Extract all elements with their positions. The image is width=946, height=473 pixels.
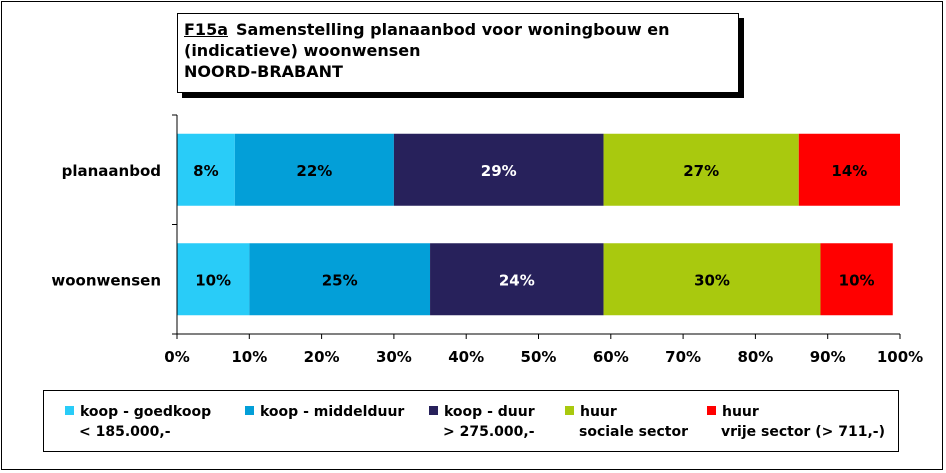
- legend-label: huur: [722, 404, 759, 420]
- x-tick-label: 40%: [448, 348, 484, 366]
- legend-sublabel: vrije sector (> 711,-): [721, 424, 885, 440]
- legend-item-koop-goedkoop: koop - goedkoop < 185.000,-: [65, 402, 211, 442]
- figure-code: F15a: [184, 20, 228, 39]
- category-label: planaanbod: [62, 162, 161, 180]
- legend-label: huur: [580, 404, 617, 420]
- bar-segment: [234, 133, 394, 206]
- data-label: 10%: [839, 271, 875, 289]
- x-tick-label: 0%: [164, 348, 189, 366]
- chart-title: Samenstelling planaanbod voor woningbouw…: [236, 20, 670, 39]
- data-label: 14%: [831, 162, 867, 180]
- legend-item-huur-sociaal: huur sociale sector: [565, 402, 688, 442]
- legend-sublabel: < 185.000,-: [79, 424, 171, 440]
- data-label: 27%: [683, 162, 719, 180]
- bar-segment: [177, 243, 250, 316]
- legend-sublabel: > 275.000,-: [443, 424, 535, 440]
- x-tick-label: 80%: [737, 348, 773, 366]
- legend-label: koop - goedkoop: [80, 404, 212, 420]
- legend-swatch-koop-duur: [429, 406, 438, 415]
- data-label: 29%: [481, 162, 517, 180]
- legend-label: koop - duur: [444, 404, 535, 420]
- x-tick-label: 100%: [877, 348, 923, 366]
- legend-swatch-huur-vrij: [707, 406, 716, 415]
- chart-title-region: NOORD-BRABANT: [184, 62, 343, 81]
- chart-title-line-1: F15a Samenstelling planaanbod voor woning…: [184, 19, 738, 40]
- bar-segment: [798, 133, 900, 206]
- data-label: 8%: [193, 162, 218, 180]
- data-label: 10%: [195, 271, 231, 289]
- chart-title-line-2: (indicatieve) woonwensen: [184, 41, 421, 60]
- chart-title-box: F15a Samenstelling planaanbod voor woning…: [177, 13, 739, 93]
- bar-segment: [177, 133, 235, 206]
- data-label: 24%: [499, 271, 535, 289]
- data-label: 22%: [296, 162, 332, 180]
- legend-label: koop - middelduur: [260, 404, 405, 420]
- data-label: 30%: [694, 271, 730, 289]
- x-tick-label: 10%: [231, 348, 267, 366]
- legend-swatch-koop-goedkoop: [65, 406, 74, 415]
- x-tick-label: 30%: [376, 348, 412, 366]
- bar-segment: [249, 243, 431, 316]
- legend-item-koop-duur: koop - duur > 275.000,-: [429, 402, 535, 442]
- x-tick-label: 50%: [521, 348, 557, 366]
- data-label: 25%: [322, 271, 358, 289]
- legend-swatch-huur-sociaal: [565, 406, 574, 415]
- x-tick-label: 60%: [593, 348, 629, 366]
- bar-segment: [603, 243, 821, 316]
- legend: koop - goedkoop < 185.000,- koop - midde…: [43, 390, 899, 452]
- x-tick-label: 20%: [304, 348, 340, 366]
- x-tick-label: 90%: [810, 348, 846, 366]
- legend-item-koop-middelduur: koop - middelduur: [245, 402, 404, 422]
- category-label: woonwensen: [51, 271, 161, 289]
- legend-swatch-koop-middelduur: [245, 406, 254, 415]
- bar-segment: [430, 243, 604, 316]
- legend-sublabel: sociale sector: [579, 424, 689, 440]
- bar-segment: [393, 133, 604, 206]
- bar-segment: [820, 243, 893, 316]
- bar-segment: [603, 133, 799, 206]
- x-tick-label: 70%: [665, 348, 701, 366]
- legend-item-huur-vrij: huur vrije sector (> 711,-): [707, 402, 885, 442]
